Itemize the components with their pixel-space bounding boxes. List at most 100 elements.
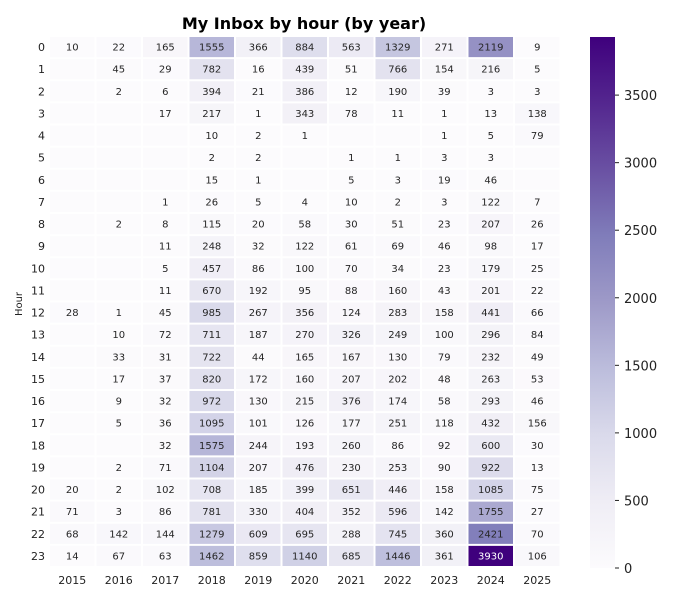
heatmap-cell (96, 324, 141, 345)
heatmap-cell (236, 236, 281, 257)
cell-value-label: 15 (205, 175, 218, 186)
heatmap-cell (143, 302, 188, 323)
heatmap-cell (329, 435, 374, 456)
cell-value-label: 352 (342, 507, 361, 518)
heatmap-cell (282, 125, 327, 146)
cell-value-label: 10 (205, 131, 218, 142)
cell-value-label: 3 (534, 87, 540, 98)
heatmap-cell (50, 324, 95, 345)
heatmap-cell (515, 214, 560, 235)
cell-value-label: 95 (298, 286, 311, 297)
cell-value-label: 249 (388, 330, 407, 341)
cell-value-label: 5 (534, 65, 540, 76)
heatmap-cell (468, 280, 513, 301)
cell-value-label: 28 (66, 308, 79, 319)
cell-value-label: 20 (252, 220, 265, 231)
heatmap-cell (468, 324, 513, 345)
heatmap-cell (282, 324, 327, 345)
heatmap-cell (375, 169, 420, 190)
heatmap-cell (96, 413, 141, 434)
cell-value-label: 283 (388, 308, 407, 319)
heatmap-cell (515, 258, 560, 279)
heatmap-cell (422, 479, 467, 500)
heatmap-cell (189, 391, 234, 412)
cell-value-label: 2 (255, 131, 261, 142)
cell-value-label: 67 (112, 551, 125, 562)
heatmap-cell (189, 523, 234, 544)
cell-value-label: 293 (481, 397, 500, 408)
heatmap-cell (282, 479, 327, 500)
heatmap-cell (422, 368, 467, 389)
x-tick-label: 2024 (477, 574, 505, 587)
cell-value-label: 11 (159, 242, 172, 253)
heatmap-cell (375, 501, 420, 522)
cell-value-label: 70 (345, 264, 358, 275)
heatmap-cell (422, 125, 467, 146)
cell-value-label: 46 (438, 242, 451, 253)
heatmap-cell (468, 368, 513, 389)
cell-value-label: 12 (345, 87, 358, 98)
heatmap-cell (143, 125, 188, 146)
x-tick-label: 2022 (384, 574, 412, 587)
cell-value-label: 61 (345, 242, 358, 253)
heatmap-cell (143, 191, 188, 212)
heatmap-cell (50, 103, 95, 124)
heatmap-cell (329, 302, 374, 323)
heatmap-cell (189, 103, 234, 124)
cell-value-label: 1329 (385, 43, 410, 54)
heatmap-cell (515, 125, 560, 146)
heatmap-cell (515, 59, 560, 80)
cell-value-label: 11 (391, 109, 404, 120)
cell-value-label: 48 (438, 374, 451, 385)
heatmap-cell (143, 37, 188, 58)
heatmap-cell (143, 59, 188, 80)
cell-value-label: 248 (202, 242, 221, 253)
cell-value-label: 1104 (199, 463, 224, 474)
cell-value-label: 154 (435, 65, 454, 76)
cell-value-label: 130 (249, 397, 268, 408)
heatmap-cell (422, 523, 467, 544)
cell-value-label: 19 (438, 175, 451, 186)
cell-value-label: 71 (159, 463, 172, 474)
heatmap-cell (236, 545, 281, 566)
cell-value-label: 14 (66, 551, 79, 562)
cell-value-label: 193 (295, 441, 314, 452)
chart-title: My Inbox by hour (by year) (182, 14, 426, 33)
cell-value-label: 78 (345, 109, 358, 120)
cell-value-label: 2119 (478, 43, 503, 54)
heatmap-cell (282, 302, 327, 323)
cell-value-label: 670 (202, 286, 221, 297)
cell-value-label: 165 (295, 352, 314, 363)
cell-value-label: 75 (531, 485, 544, 496)
heatmap-cell (189, 191, 234, 212)
heatmap-cell (50, 236, 95, 257)
heatmap-cell (236, 368, 281, 389)
heatmap-cell (375, 368, 420, 389)
heatmap-cell (422, 501, 467, 522)
cell-value-label: 651 (342, 485, 361, 496)
heatmap-cell (189, 479, 234, 500)
heatmap-cell (96, 280, 141, 301)
heatmap-cell (50, 191, 95, 212)
heatmap-cell (329, 324, 374, 345)
cell-value-label: 92 (438, 441, 451, 452)
heatmap-cell (96, 258, 141, 279)
cell-value-label: 17 (531, 242, 544, 253)
cell-value-label: 43 (438, 286, 451, 297)
heatmap-cell (329, 457, 374, 478)
heatmap-cell (282, 523, 327, 544)
cell-value-label: 609 (249, 529, 268, 540)
heatmap-cell (96, 103, 141, 124)
cell-value-label: 39 (438, 87, 451, 98)
heatmap-cell (96, 523, 141, 544)
cell-value-label: 51 (391, 220, 404, 231)
cell-value-label: 16 (252, 65, 265, 76)
y-tick-label: 2 (38, 85, 45, 98)
cell-value-label: 722 (202, 352, 221, 363)
cell-value-label: 30 (345, 220, 358, 231)
cell-value-label: 972 (202, 397, 221, 408)
cell-value-label: 33 (112, 352, 125, 363)
x-tick-label: 2025 (523, 574, 551, 587)
cell-value-label: 23 (438, 220, 451, 231)
